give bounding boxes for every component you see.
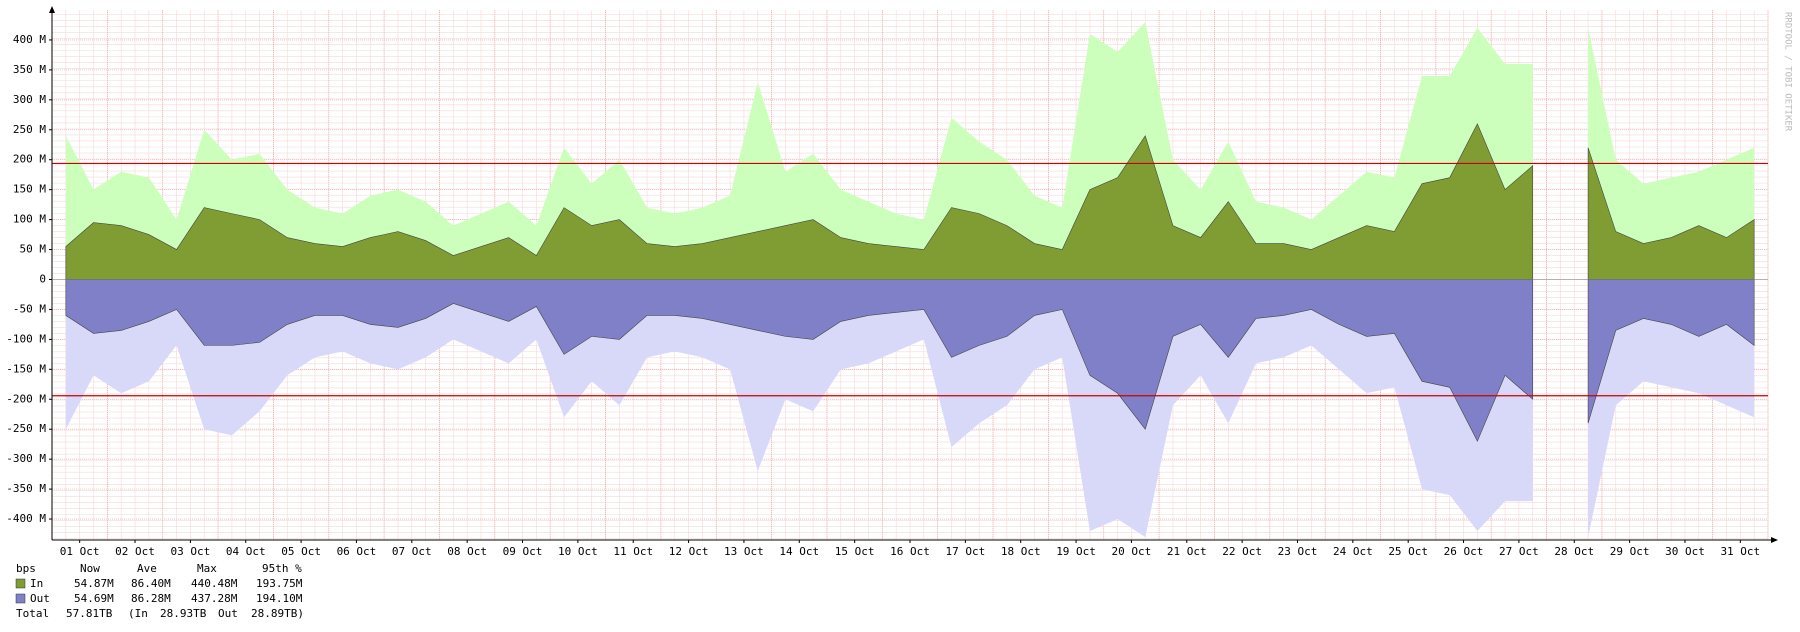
legend-total: Total <box>16 607 49 620</box>
y-tick-label: -150 M <box>6 362 46 375</box>
y-axis-arrow <box>49 6 55 13</box>
x-tick-label: 08 Oct <box>447 545 487 558</box>
legend-header: bps <box>16 562 36 575</box>
x-tick-label: 13 Oct <box>724 545 764 558</box>
max-area <box>65 21 1755 280</box>
y-tick-label: 300 M <box>13 93 46 106</box>
legend-total: (In <box>128 607 148 620</box>
x-tick-label: 28 Oct <box>1554 545 1594 558</box>
legend-cell: 194.10M <box>256 592 303 605</box>
y-tick-label: -250 M <box>6 422 46 435</box>
x-tick-label: 10 Oct <box>558 545 598 558</box>
x-tick-label: 26 Oct <box>1444 545 1484 558</box>
y-tick-label: -200 M <box>6 392 46 405</box>
x-tick-label: 02 Oct <box>115 545 155 558</box>
x-tick-label: 27 Oct <box>1499 545 1539 558</box>
x-tick-label: 11 Oct <box>613 545 653 558</box>
x-tick-label: 01 Oct <box>60 545 100 558</box>
max-area <box>65 279 1755 538</box>
legend-total: 57.81TB <box>66 607 113 620</box>
x-tick-label: 05 Oct <box>281 545 321 558</box>
x-tick-label: 15 Oct <box>835 545 875 558</box>
x-tick-label: 22 Oct <box>1222 545 1262 558</box>
side-text: RRDTOOL / TOBI OETIKER <box>1783 12 1793 132</box>
x-tick-label: 19 Oct <box>1056 545 1096 558</box>
y-tick-label: -400 M <box>6 512 46 525</box>
legend-cell: In <box>30 577 43 590</box>
x-tick-label: 31 Oct <box>1720 545 1760 558</box>
overlay <box>52 162 1768 397</box>
legend-header: 95th % <box>262 562 302 575</box>
x-tick-label: 30 Oct <box>1665 545 1705 558</box>
x-tick-label: 12 Oct <box>669 545 709 558</box>
legend-cell: 440.48M <box>191 577 238 590</box>
area <box>65 123 1755 280</box>
y-tick-label: -300 M <box>6 452 46 465</box>
legend-swatch <box>15 593 26 604</box>
x-tick-label: 04 Oct <box>226 545 266 558</box>
x-axis-arrow <box>1771 537 1778 543</box>
x-tick-label: 16 Oct <box>890 545 930 558</box>
legend-cell: 193.75M <box>256 577 303 590</box>
legend-header: Ave <box>137 562 157 575</box>
legend-cell: Out <box>30 592 50 605</box>
y-tick-label: 400 M <box>13 33 46 46</box>
areas <box>65 21 1755 538</box>
y-tick-label: 50 M <box>20 243 47 256</box>
y-tick-label: 100 M <box>13 213 46 226</box>
legend-cell: 54.87M <box>74 577 114 590</box>
x-tick-label: 25 Oct <box>1388 545 1428 558</box>
x-tick-label: 18 Oct <box>1001 545 1041 558</box>
y-tick-label: 0 <box>39 272 46 285</box>
legend-header: Max <box>197 562 217 575</box>
x-tick-label: 24 Oct <box>1333 545 1373 558</box>
legend-cell: 86.28M <box>131 592 171 605</box>
x-tick-label: 29 Oct <box>1610 545 1650 558</box>
x-tick-label: 07 Oct <box>392 545 432 558</box>
legend-cell: 86.40M <box>131 577 171 590</box>
x-tick-label: 23 Oct <box>1278 545 1318 558</box>
x-tick-label: 03 Oct <box>171 545 211 558</box>
y-tick-label: 350 M <box>13 63 46 76</box>
y-tick-label: -350 M <box>6 482 46 495</box>
y-tick-label: -50 M <box>13 302 46 315</box>
x-tick-label: 14 Oct <box>779 545 819 558</box>
legend-header: Now <box>80 562 100 575</box>
x-tick-label: 20 Oct <box>1112 545 1152 558</box>
legend-swatch <box>15 578 26 589</box>
y-tick-label: 150 M <box>13 183 46 196</box>
legend: bps Now Ave Max 95th % In 54.87M 86.40M 440.48M 1… <box>15 562 304 620</box>
area <box>65 279 1755 442</box>
legend-total: 28.93TB <box>160 607 207 620</box>
y-tick-label: -100 M <box>6 332 46 345</box>
x-tick-label: 21 Oct <box>1167 545 1207 558</box>
legend-cell: 54.69M <box>74 592 114 605</box>
legend-total: Out <box>218 607 238 620</box>
legend-cell: 437.28M <box>191 592 238 605</box>
axes: 400 M 350 M 300 M 250 M 200 M 150 M 100 M 50 M 0… <box>6 6 1778 558</box>
y-tick-label: 250 M <box>13 123 46 136</box>
legend-total: 28.89TB) <box>251 607 304 620</box>
y-tick-label: 200 M <box>13 153 46 166</box>
x-tick-label: 06 Oct <box>337 545 377 558</box>
x-tick-label: 09 Oct <box>503 545 543 558</box>
x-tick-label: 17 Oct <box>945 545 985 558</box>
